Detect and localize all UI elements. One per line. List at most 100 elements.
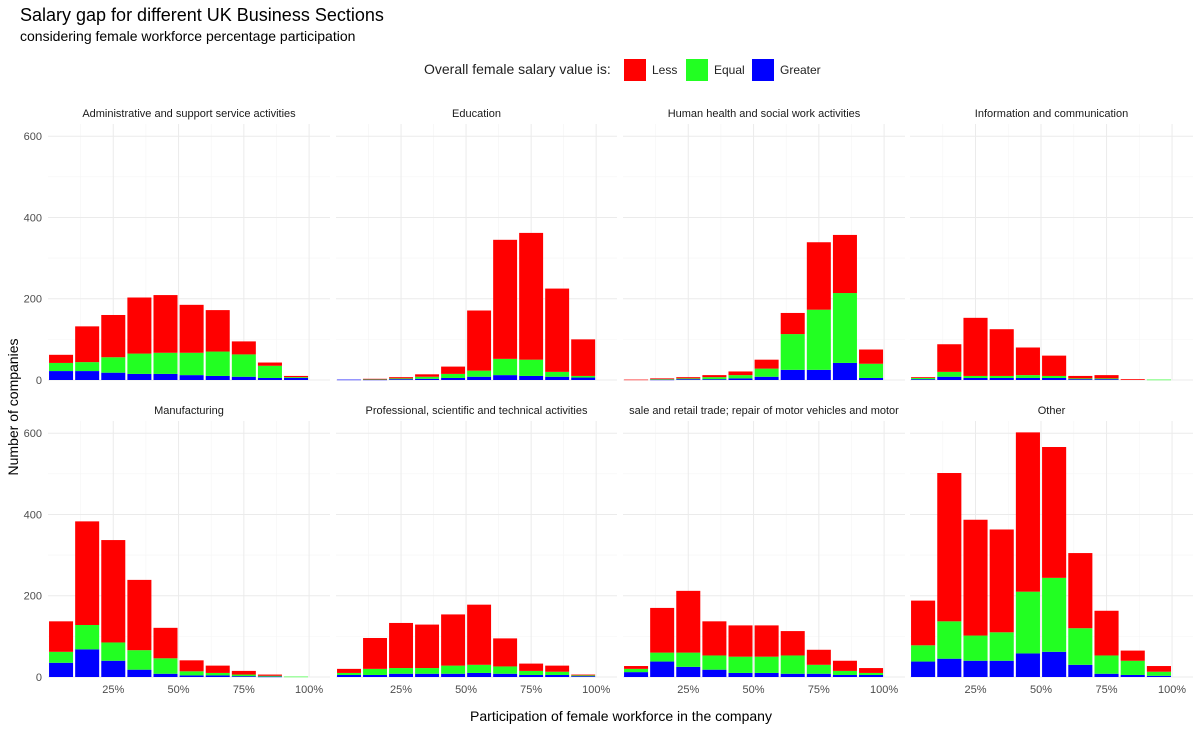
bar-segment-equal <box>859 363 884 378</box>
bar-segment-equal <box>179 671 204 676</box>
bar-segment-greater <box>832 674 857 677</box>
legend-title: Overall female salary value is: <box>424 61 611 77</box>
bar-segment-equal <box>1042 375 1067 378</box>
bar-segment-greater <box>337 674 361 677</box>
bar-segment-less <box>1068 375 1093 379</box>
bar-segment-greater <box>963 377 988 380</box>
bar-segment-equal <box>859 672 884 675</box>
bar-segment-equal <box>127 650 152 670</box>
bar-segment-less <box>493 638 518 667</box>
bar-segment-less <box>780 631 805 656</box>
bar-segment-greater <box>257 377 282 380</box>
bar-segment-equal <box>363 668 387 675</box>
bar-segment-equal <box>284 676 309 678</box>
bar-segment-less <box>1042 447 1067 578</box>
bar-segment-greater <box>49 371 74 380</box>
bar-segment-equal <box>257 675 282 677</box>
bar-segment-less <box>571 339 596 376</box>
bar-segment-greater <box>676 379 701 380</box>
bar-segment-less <box>1015 432 1040 592</box>
bar-segment-equal <box>153 658 178 674</box>
x-axis-title: Participation of female workforce in the… <box>470 708 772 724</box>
bar-segment-equal <box>832 293 857 363</box>
bar-segment-greater <box>728 378 753 380</box>
bar-segment-greater <box>780 369 805 380</box>
bar-segment-equal <box>806 309 831 370</box>
legend-label-equal: Equal <box>714 63 745 77</box>
bar-segment-greater <box>1094 379 1119 380</box>
bar-segment-greater <box>467 376 492 380</box>
bar-segment-greater <box>389 673 414 677</box>
bar-segment-less <box>205 665 230 673</box>
bar-segment-less <box>75 326 100 363</box>
bar-segment-equal <box>441 665 466 674</box>
bar-segment-less <box>911 600 936 646</box>
bar-segment-greater <box>780 673 805 677</box>
bar-segment-equal <box>231 354 256 377</box>
legend-label-greater: Greater <box>780 63 821 77</box>
y-tick-label: 200 <box>24 294 42 306</box>
bar-segment-equal <box>754 368 779 377</box>
bar-segment-equal <box>545 371 570 377</box>
bar-segment-less <box>702 621 727 656</box>
bar-segment-less <box>728 625 753 657</box>
bar-segment-equal <box>571 375 596 378</box>
bar-segment-equal <box>415 668 440 674</box>
x-tick-label: 50% <box>743 684 765 696</box>
legend: Overall female salary value is: Less Equa… <box>424 59 821 81</box>
bar-segment-equal <box>571 675 596 677</box>
bar-segment-less <box>75 521 100 625</box>
bar-segment-equal <box>702 377 727 380</box>
bar-segment-less <box>754 359 779 369</box>
bar-segment-less <box>363 637 387 669</box>
facet-panel: Manufacturing 0 200 400 600 25% 50% 75% 100% <box>24 405 330 696</box>
bar-segment-greater <box>1042 377 1067 380</box>
bar-segment-less <box>231 341 256 355</box>
bar-segment-equal <box>1068 628 1093 665</box>
bar-segment-less <box>545 665 570 672</box>
bar-segment-greater <box>1042 651 1067 677</box>
bar-segment-greater <box>676 666 701 677</box>
bar-segment-greater <box>519 674 544 677</box>
bar-segment-greater <box>702 669 727 677</box>
bar-segment-less <box>676 377 701 379</box>
bar-segment-less <box>1094 610 1119 656</box>
x-tick-label: 100% <box>582 684 610 696</box>
bar-segment-equal <box>49 651 74 663</box>
bar-segment-greater <box>832 362 857 380</box>
bar-segment-less <box>989 529 1014 633</box>
bar-segment-greater <box>363 379 387 381</box>
bar-segment-greater <box>1120 674 1145 677</box>
bar-segment-less <box>205 310 230 352</box>
facet-strip-label: sale and retail trade; repair of motor v… <box>629 405 899 417</box>
bar-segment-equal <box>101 357 126 373</box>
x-tick-label: 50% <box>455 684 477 696</box>
bar-segment-equal <box>101 642 126 661</box>
bar-segment-less <box>127 579 152 651</box>
bar-segment-equal <box>780 334 805 370</box>
bar-segment-equal <box>911 377 936 380</box>
y-tick-label: 0 <box>36 375 42 387</box>
y-tick-label: 600 <box>24 131 42 143</box>
bar-segment-equal <box>989 375 1014 378</box>
bar-segment-equal <box>1146 379 1171 381</box>
bar-segment-less <box>859 668 884 673</box>
facet-strip-label: Information and communication <box>975 108 1128 120</box>
x-tick-label: 75% <box>233 684 255 696</box>
bar-segment-equal <box>231 674 256 677</box>
bar-segment-less <box>624 666 649 669</box>
bar-segment-less <box>257 674 282 676</box>
x-tick-label: 75% <box>1096 684 1118 696</box>
bar-segment-less <box>1042 355 1067 376</box>
bar-segment-greater <box>1146 675 1171 677</box>
bar-segment-greater <box>545 674 570 677</box>
bar-segment-greater <box>231 676 256 677</box>
bar-segment-greater <box>153 673 178 677</box>
bar-segment-equal <box>49 362 74 372</box>
bar-segment-equal <box>937 621 962 659</box>
bar-segment-less <box>441 614 466 666</box>
facet-panel: Information and communication <box>910 108 1193 381</box>
bar-segment-equal <box>1120 660 1145 675</box>
bar-segment-less <box>728 371 753 376</box>
